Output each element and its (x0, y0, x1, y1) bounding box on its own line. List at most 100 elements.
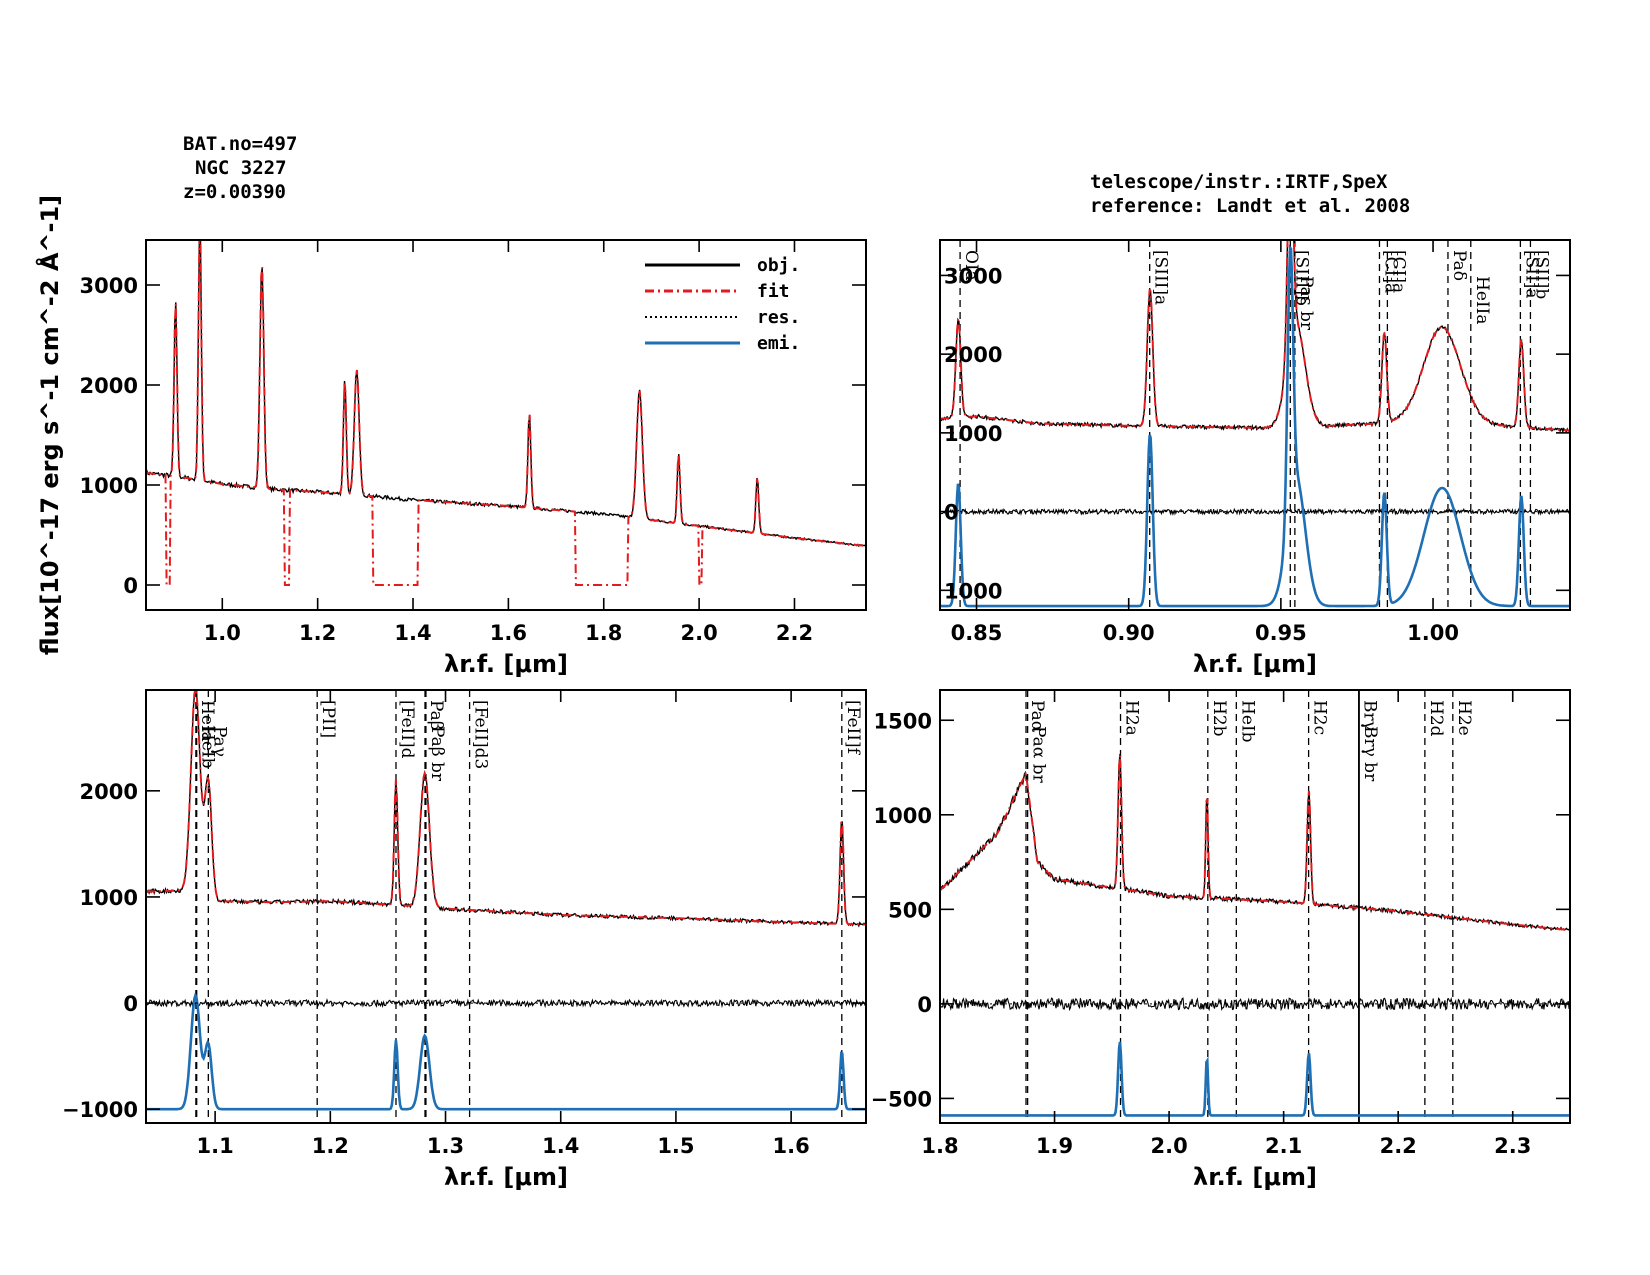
y-tick-label: 1000 (944, 422, 1002, 446)
line-marker-label-4: [FeII]d (397, 700, 417, 759)
line-marker-label-7: HeIIa (1472, 276, 1492, 324)
fit-spectrum (146, 690, 866, 926)
x-tick-label: 2.3 (1494, 1134, 1531, 1158)
y-tick-label: 2000 (80, 374, 138, 398)
x-axis-label: λr.f. [μm] (1193, 1163, 1317, 1191)
y-tick-label: 500 (888, 898, 932, 922)
redshift: z=0.00390 (183, 181, 286, 203)
y-tick-label: 1000 (80, 474, 138, 498)
x-tick-label: 1.00 (1407, 621, 1459, 645)
object-name: NGC 3227 (195, 157, 287, 179)
y-tick-label: −500 (871, 1087, 932, 1111)
x-tick-label: 1.3 (427, 1134, 464, 1158)
y-tick-label: 0 (917, 993, 932, 1017)
x-axis-label: λr.f. [μm] (1193, 650, 1317, 678)
line-marker-label-5: [CI]a (1388, 250, 1408, 293)
legend-label-fit: fit (757, 281, 790, 302)
line-marker-label-4: [CI]a (1380, 250, 1400, 293)
x-tick-label: 0.90 (1103, 621, 1155, 645)
x-tick-label: 1.9 (1036, 1134, 1073, 1158)
x-tick-label: 0.95 (1255, 621, 1307, 645)
x-axis-label: λr.f. [μm] (444, 1163, 568, 1191)
y-tick-label: −1000 (62, 1098, 138, 1122)
line-marker-label-7: [FeII]d3 (471, 700, 491, 769)
line-marker-label-4: HeIb (1237, 700, 1257, 743)
x-tick-label: 1.4 (394, 621, 431, 645)
plot-area (146, 240, 866, 586)
plot-area (146, 690, 866, 1123)
x-tick-label: 2.0 (681, 621, 718, 645)
line-marker-label-5: H2c (1310, 700, 1330, 735)
line-marker-label-3: H2b (1209, 700, 1229, 737)
x-tick-label: 1.6 (773, 1134, 810, 1158)
y-tick-label: 1000 (80, 886, 138, 910)
x-tick-label: 1.5 (657, 1134, 694, 1158)
plot-area (940, 690, 1570, 1123)
y-tick-label: 2000 (944, 343, 1002, 367)
fit-spectrum (940, 755, 1570, 932)
line-marker-label-9: H2e (1454, 700, 1474, 736)
telescope-label: telescope/instr.:IRTF,SpeX (1090, 171, 1388, 193)
line-marker-label-7: Brγ br (1360, 726, 1380, 782)
line-marker-label-2: H2a (1122, 700, 1142, 736)
x-tick-label: 2.1 (1265, 1134, 1302, 1158)
line-marker-label-0: OIa (961, 250, 981, 281)
x-tick-label: 1.1 (197, 1134, 234, 1158)
legend-label-obj: obj. (757, 255, 800, 276)
line-marker-label-6: Brγ (1360, 700, 1380, 731)
legend-label-emi: emi. (757, 333, 800, 354)
y-tick-label: 1000 (874, 804, 932, 828)
line-marker-label-0: HeIa (197, 700, 217, 742)
line-marker-label-1: [SIII]a (1151, 250, 1171, 305)
instrument-info: telescope/instr.:IRTF,SpeX reference: Lan… (1090, 170, 1410, 218)
x-tick-label: 1.2 (299, 621, 336, 645)
line-marker-label-1: Paα br (1029, 726, 1049, 784)
line-marker-label-3: Paε br (1296, 276, 1316, 331)
x-tick-label: 1.0 (204, 621, 241, 645)
x-tick-label: 2.0 (1150, 1134, 1187, 1158)
x-tick-label: 1.6 (490, 621, 527, 645)
x-tick-label: 0.85 (951, 621, 1003, 645)
line-marker-label-6: Paδ (1449, 250, 1469, 281)
bat-number: BAT.no=497 (183, 133, 298, 155)
emission-components (940, 244, 1570, 608)
line-marker-label-9: [SII]b (1531, 250, 1551, 299)
line-marker-label-3: [PII] (318, 700, 338, 738)
x-axis-label: λr.f. [μm] (444, 650, 568, 678)
plot-frame (939, 239, 1571, 611)
line-marker-label-1: HeIb (198, 726, 218, 769)
object-info: BAT.no=497 NGC 3227 z=0.00390 (183, 132, 297, 204)
y-tick-label: 1500 (874, 709, 932, 733)
x-tick-label: 1.8 (585, 621, 622, 645)
y-tick-label: 0 (123, 992, 138, 1016)
line-marker-label-6: Paβ br (427, 726, 447, 782)
plot-area (940, 240, 1570, 610)
line-marker-label-2: Paγ (209, 726, 229, 757)
line-marker-label-8: [FeII]f (843, 700, 863, 756)
x-tick-label: 2.2 (776, 621, 813, 645)
residual-spectrum (146, 997, 866, 1009)
line-marker-label-8: [SII]a (1521, 250, 1541, 298)
y-axis-label: flux[10^-17 erg s^-1 cm^-2 Å^-1] (35, 195, 64, 655)
fit-spectrum (940, 240, 1570, 432)
emission-components (146, 992, 866, 1111)
x-tick-label: 2.2 (1380, 1134, 1417, 1158)
x-tick-label: 1.4 (542, 1134, 579, 1158)
y-tick-label: 0 (123, 574, 138, 598)
object-spectrum (146, 690, 866, 928)
chart-panel-1: 1.0 1.2 1.4 1.6 1.8 2.0 2.2 0 1000 2000 3000 λr.f. … (35, 195, 867, 678)
emission-components (940, 1041, 1570, 1117)
plot-frame (145, 689, 867, 1124)
y-tick-label: 3000 (80, 274, 138, 298)
y-tick-label: 3000 (944, 264, 1002, 288)
fit-spectrum (146, 240, 866, 586)
x-tick-label: 1.8 (921, 1134, 958, 1158)
y-tick-label: 2000 (80, 780, 138, 804)
y-tick-label: 0 (944, 501, 959, 525)
x-tick-label: 1.2 (312, 1134, 349, 1158)
y-tick-label: 1000 (944, 579, 1002, 603)
